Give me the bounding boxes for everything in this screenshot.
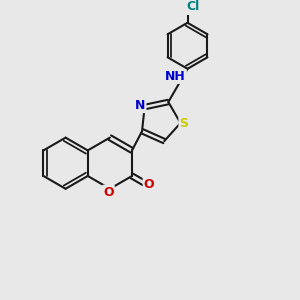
Text: O: O [144, 178, 154, 190]
Text: Cl: Cl [186, 0, 199, 13]
Text: N: N [135, 99, 146, 112]
Text: O: O [103, 186, 114, 199]
Text: NH: NH [165, 70, 186, 83]
Text: S: S [179, 116, 188, 130]
